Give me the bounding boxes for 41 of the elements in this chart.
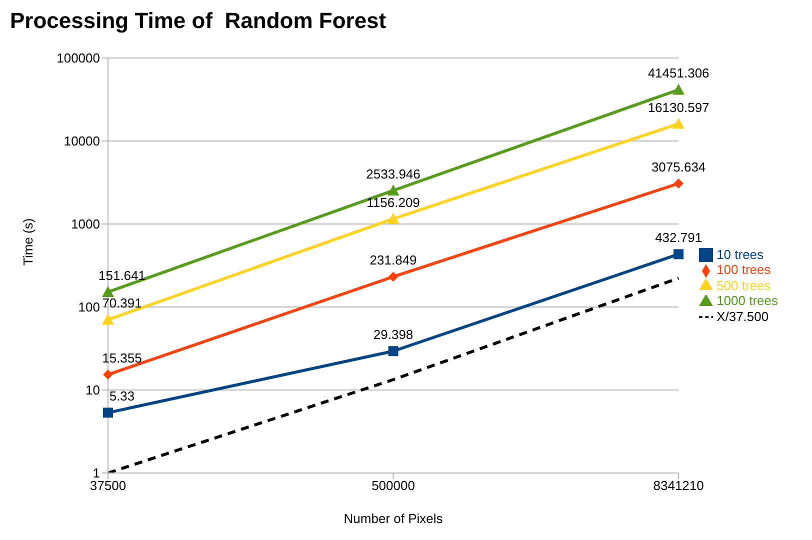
data-label: 29.398 — [373, 327, 414, 342]
y-tick-label: 100 — [78, 300, 100, 315]
point — [674, 249, 684, 260]
data-label: 41451.306 — [648, 66, 710, 81]
data-label: 432.791 — [655, 230, 702, 246]
legend-label: X/37.500 — [716, 308, 769, 324]
data-label: 3075.634 — [651, 160, 706, 174]
x-tick-label: 500000 — [372, 478, 415, 494]
data-label: 2533.946 — [366, 166, 420, 182]
data-label: 1156.209 — [366, 194, 420, 210]
point — [672, 84, 685, 95]
point — [103, 408, 113, 418]
y-tick-label: 1 — [92, 466, 100, 481]
point — [672, 118, 685, 129]
data-label: 231.849 — [370, 252, 417, 268]
x-tick-label: 37500 — [90, 478, 126, 494]
data-label: 70.391 — [102, 296, 142, 311]
chart-title: Processing Time of Random Forest — [10, 8, 388, 35]
point — [388, 272, 398, 282]
point — [674, 178, 684, 188]
data-label: 15.355 — [102, 350, 142, 366]
point — [387, 184, 400, 196]
point — [388, 346, 398, 356]
y-axis-title: Time (s) — [20, 218, 36, 266]
data-label: 5.33 — [109, 388, 135, 404]
legend-label: 1000 trees — [716, 293, 778, 308]
legend-label: 10 trees — [716, 246, 764, 262]
data-label: 16130.597 — [648, 100, 710, 115]
y-tick-label: 1000 — [71, 216, 100, 232]
point — [102, 286, 114, 297]
data-label: 151.641 — [98, 268, 146, 283]
legend-label: 100 trees — [716, 262, 771, 278]
point — [102, 314, 114, 325]
x-tick-label: 8341210 — [653, 478, 704, 494]
point — [103, 370, 113, 380]
y-tick-label: 100000 — [56, 50, 100, 66]
y-tick-label: 10000 — [64, 134, 100, 149]
legend-label: 500 trees — [716, 278, 771, 293]
point — [387, 212, 400, 224]
x-axis-title: Number of Pixels — [344, 511, 444, 526]
y-tick-label: 10 — [86, 382, 100, 398]
